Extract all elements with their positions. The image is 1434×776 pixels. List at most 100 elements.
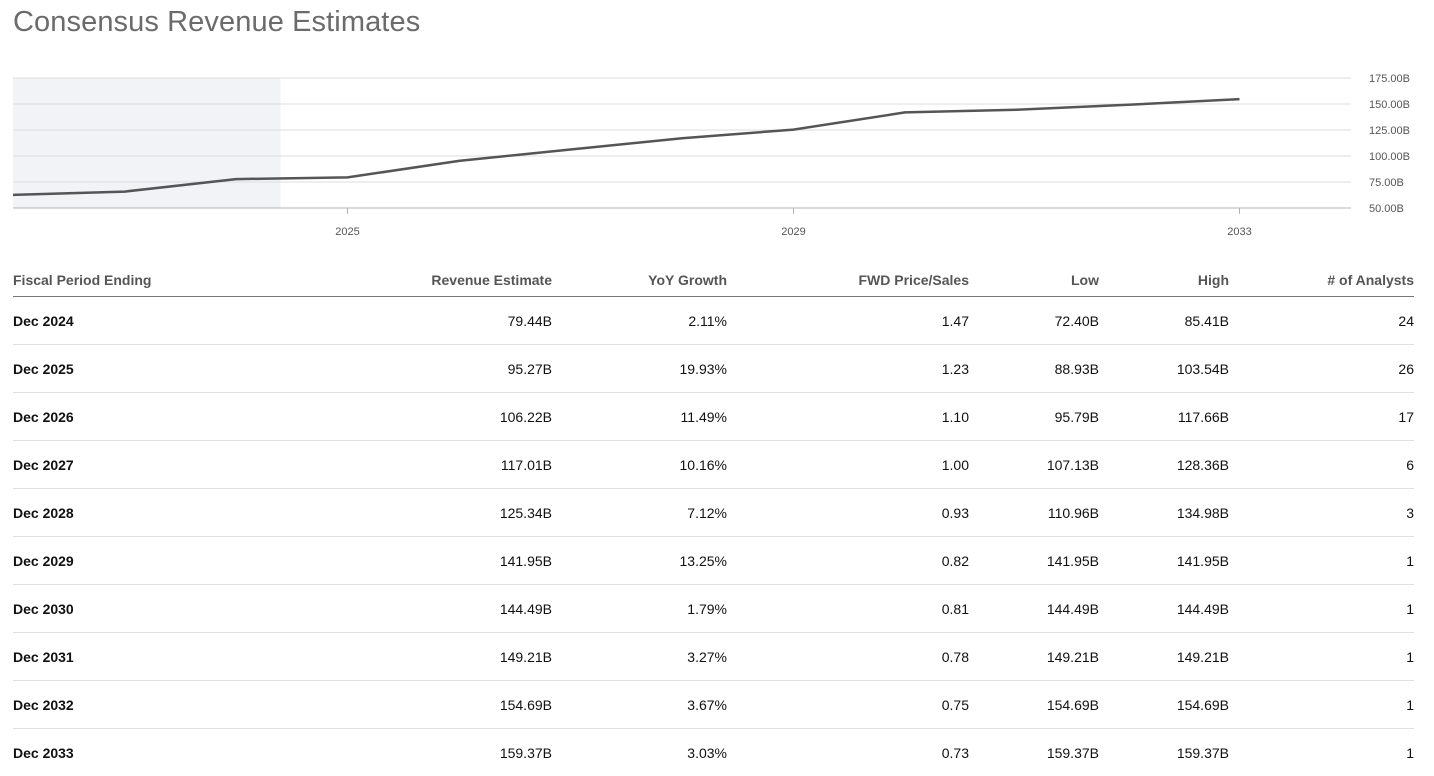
revenue-estimate-cell: 79.44B: [213, 297, 552, 345]
y-tick-label: 175.00B: [1369, 73, 1410, 85]
num-analysts-cell: 1: [1229, 537, 1414, 585]
revenue-estimate-cell: 159.37B: [213, 729, 552, 776]
low-cell: 154.69B: [969, 681, 1099, 729]
num-analysts-cell: 3: [1229, 489, 1414, 537]
revenue-estimate-cell: 149.21B: [213, 633, 552, 681]
high-cell: 103.54B: [1099, 345, 1229, 393]
fwd-price-sales-cell: 0.93: [727, 489, 969, 537]
yoy-growth-cell: 3.27%: [552, 633, 727, 681]
num-analysts-cell: 1: [1229, 585, 1414, 633]
high-cell: 85.41B: [1099, 297, 1229, 345]
fwd-price-sales-cell: 0.73: [727, 729, 969, 776]
revenue-estimate-cell: 95.27B: [213, 345, 552, 393]
fiscal-period-cell: Dec 2030: [13, 585, 213, 633]
estimates-table: Fiscal Period Ending Revenue Estimate Yo…: [13, 263, 1414, 776]
yoy-growth-cell: 3.03%: [552, 729, 727, 776]
yoy-growth-cell: 7.12%: [552, 489, 727, 537]
header-yoy-growth[interactable]: YoY Growth: [552, 263, 727, 297]
num-analysts-cell: 1: [1229, 633, 1414, 681]
num-analysts-cell: 24: [1229, 297, 1414, 345]
low-cell: 110.96B: [969, 489, 1099, 537]
revenue-estimate-cell: 144.49B: [213, 585, 552, 633]
yoy-growth-cell: 10.16%: [552, 441, 727, 489]
num-analysts-cell: 6: [1229, 441, 1414, 489]
high-cell: 128.36B: [1099, 441, 1229, 489]
header-fwd-price-sales[interactable]: FWD Price/Sales: [727, 263, 969, 297]
high-cell: 141.95B: [1099, 537, 1229, 585]
yoy-growth-cell: 13.25%: [552, 537, 727, 585]
high-cell: 149.21B: [1099, 633, 1229, 681]
low-cell: 95.79B: [969, 393, 1099, 441]
high-cell: 134.98B: [1099, 489, 1229, 537]
fwd-price-sales-cell: 0.78: [727, 633, 969, 681]
num-analysts-cell: 17: [1229, 393, 1414, 441]
revenue-estimate-cell: 141.95B: [213, 537, 552, 585]
yoy-growth-cell: 1.79%: [552, 585, 727, 633]
low-cell: 72.40B: [969, 297, 1099, 345]
header-num-analysts[interactable]: # of Analysts: [1229, 263, 1414, 297]
fiscal-period-cell: Dec 2028: [13, 489, 213, 537]
fiscal-period-cell: Dec 2026: [13, 393, 213, 441]
y-tick-label: 100.00B: [1369, 151, 1410, 163]
revenue-estimate-cell: 125.34B: [213, 489, 552, 537]
yoy-growth-cell: 2.11%: [552, 297, 727, 345]
fwd-price-sales-cell: 1.23: [727, 345, 969, 393]
revenue-estimate-cell: 154.69B: [213, 681, 552, 729]
revenue-estimate-cell: 117.01B: [213, 441, 552, 489]
high-cell: 144.49B: [1099, 585, 1229, 633]
low-cell: 107.13B: [969, 441, 1099, 489]
fwd-price-sales-cell: 1.10: [727, 393, 969, 441]
fiscal-period-cell: Dec 2033: [13, 729, 213, 776]
header-fiscal-period[interactable]: Fiscal Period Ending: [13, 263, 213, 297]
num-analysts-cell: 1: [1229, 729, 1414, 776]
fiscal-period-cell: Dec 2027: [13, 441, 213, 489]
fwd-price-sales-cell: 0.81: [727, 585, 969, 633]
high-cell: 117.66B: [1099, 393, 1229, 441]
low-cell: 88.93B: [969, 345, 1099, 393]
fiscal-period-cell: Dec 2025: [13, 345, 213, 393]
x-tick-label: 2029: [781, 226, 805, 238]
low-cell: 159.37B: [969, 729, 1099, 776]
low-cell: 144.49B: [969, 585, 1099, 633]
fiscal-period-cell: Dec 2032: [13, 681, 213, 729]
table-header-row: Fiscal Period Ending Revenue Estimate Yo…: [13, 263, 1414, 297]
num-analysts-cell: 26: [1229, 345, 1414, 393]
x-tick-label: 2033: [1227, 226, 1251, 238]
fiscal-period-cell: Dec 2024: [13, 297, 213, 345]
header-low[interactable]: Low: [969, 263, 1099, 297]
fwd-price-sales-cell: 1.00: [727, 441, 969, 489]
y-tick-label: 125.00B: [1369, 125, 1410, 137]
yoy-growth-cell: 19.93%: [552, 345, 727, 393]
low-cell: 141.95B: [969, 537, 1099, 585]
revenue-estimate-cell: 106.22B: [213, 393, 552, 441]
num-analysts-cell: 1: [1229, 681, 1414, 729]
fwd-price-sales-cell: 1.47: [727, 297, 969, 345]
low-cell: 149.21B: [969, 633, 1099, 681]
header-high[interactable]: High: [1099, 263, 1229, 297]
y-tick-label: 75.00B: [1369, 177, 1404, 189]
header-revenue-estimate[interactable]: Revenue Estimate: [213, 263, 552, 297]
yoy-growth-cell: 11.49%: [552, 393, 727, 441]
fiscal-period-cell: Dec 2031: [13, 633, 213, 681]
y-tick-label: 150.00B: [1369, 99, 1410, 111]
high-cell: 154.69B: [1099, 681, 1229, 729]
high-cell: 159.37B: [1099, 729, 1229, 776]
x-tick-label: 2025: [335, 226, 359, 238]
y-tick-label: 50.00B: [1369, 203, 1404, 215]
fiscal-period-cell: Dec 2029: [13, 537, 213, 585]
yoy-growth-cell: 3.67%: [552, 681, 727, 729]
fwd-price-sales-cell: 0.82: [727, 537, 969, 585]
revenue-estimates-chart: 50.00B 75.00B 100.00B 125.00B 150.00B 175.00B…: [0, 0, 1434, 250]
fwd-price-sales-cell: 0.75: [727, 681, 969, 729]
